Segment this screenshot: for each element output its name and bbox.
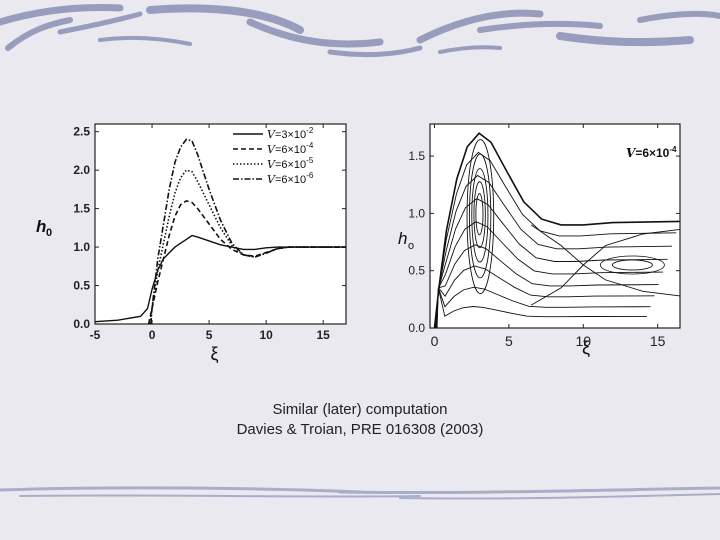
vortex-ring [475,193,484,236]
streamline [435,221,664,329]
x-tick-label: 5 [505,333,513,349]
caption-line-1: Similar (later) computation [272,401,448,418]
streamline-chart-panel: 0 5 10 15 0.0 0.5 1.0 1.5 h o ξ V=6×10-4 [398,123,681,358]
legend-entry: V=6×10-4 [267,141,314,156]
streamline [436,286,651,329]
brush-stroke [438,45,502,54]
x-axis-label: ξ [210,344,218,364]
eddy-ring [599,255,665,275]
separatrix-line [530,228,681,306]
brush-stroke [477,20,603,33]
series-line [94,234,346,323]
legend-entry: V=3×10-2 [267,126,314,141]
legend-entry: V=6×10-6 [267,171,314,186]
x-tick-label: 10 [259,328,273,342]
x-axis-label: ξ [582,338,590,358]
plot-annotation: V=6×10-4 [626,145,677,160]
brush-stroke [327,45,423,58]
legend-entry: V=6×10-5 [267,156,314,171]
vortex-ring [471,168,489,263]
streamline [435,198,668,329]
profile-chart-panel: -5 0 5 10 150.00.51.01.52.02.5h 0ξV=3×10-2V=6… [36,123,347,364]
y-axis-label-subscript: 0 [46,227,52,239]
brush-stroke [98,35,192,46]
y-axis-label-subscript: o [408,240,414,252]
x-tick-label: 10 [575,333,591,349]
x-tick-label: 0 [149,328,156,342]
vortex-ring [466,139,495,295]
y-tick-label: 0.5 [408,264,425,278]
brush-stroke [637,10,720,23]
brush-stroke [5,17,73,51]
y-tick-label: 1.5 [408,149,425,163]
caption-line-2: Davies & Troian, PRE 016308 (2003) [236,421,484,438]
vortex-ring [468,153,492,279]
x-tick-label: -5 [90,328,101,342]
streamline [434,174,672,329]
caption: Similar (later) computation Davies & Tro… [0,400,720,440]
figure: -5 0 5 10 15 0.0 0.5 1.0 1.5 2.0 2.5 h 0 ξ V=3×10-2 V=6… [28,112,692,374]
brush-stroke [246,18,384,48]
bottom-brush-decoration [0,486,720,500]
brush-stroke [556,32,694,47]
y-tick-label: 2.5 [73,125,90,139]
brush-stroke [19,494,421,498]
x-tick-label: 5 [206,328,213,342]
y-tick-label: 0.0 [73,317,90,331]
streamline [435,244,659,329]
top-brush-decoration [0,4,720,58]
y-tick-label: 2.0 [73,163,90,177]
vortex-ring [473,181,486,249]
eddy-ring [611,259,653,271]
y-tick-label: 1.5 [73,202,90,216]
streamline [436,287,647,329]
brush-stroke [338,486,720,495]
brush-stroke [146,4,304,34]
streamline [434,151,677,329]
y-axis-label: h [36,217,46,236]
y-tick-label: 1.0 [73,240,90,254]
y-tick-label: 0.0 [408,321,425,335]
x-tick-label: 15 [317,328,331,342]
x-tick-label: 0 [431,333,439,349]
brush-stroke [0,486,362,494]
x-tick-label: 15 [650,333,666,349]
separatrix-line [530,224,681,297]
plot-frame [94,123,347,325]
y-tick-label: 1.0 [408,206,425,220]
brush-stroke [416,9,544,44]
y-tick-label: 0.5 [73,279,90,293]
brush-stroke [0,4,124,26]
streamline [436,265,655,329]
brush-stroke [399,493,720,500]
series-line [150,138,346,325]
y-axis-label: h [398,229,407,248]
surface-curve [433,132,681,329]
brush-stroke [57,11,143,35]
